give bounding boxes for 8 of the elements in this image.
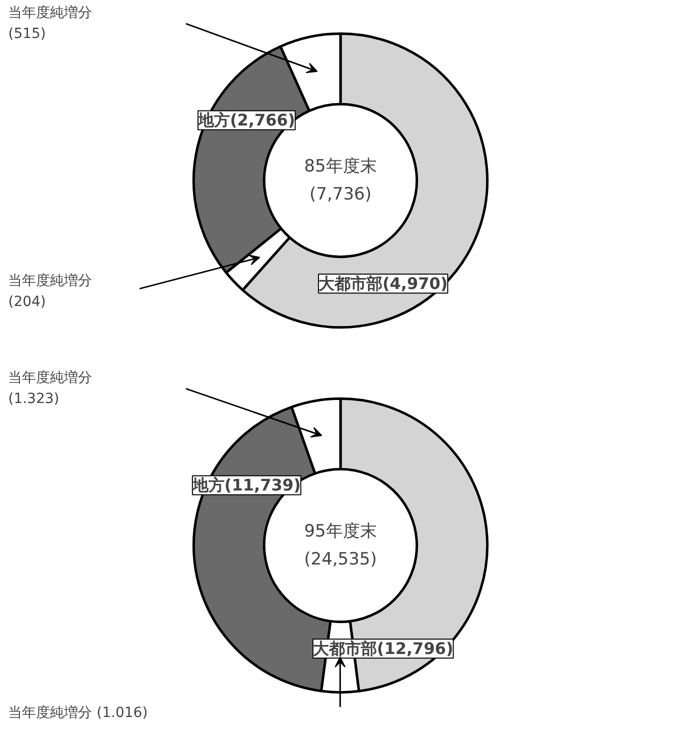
text: 大都市部(4,970) [318,274,448,294]
text: 95年度末 (24,535) [304,522,377,570]
text: 当年度純増分 (515) [8,4,92,42]
text: 当年度純増分 (204) [8,272,92,310]
text: 85年度末 (7,736) [304,156,377,204]
text: 当年度純増分 (1.016) [8,704,148,721]
text: 大都市部(12,796) [312,639,454,658]
text: 当年度純増分 (1.323) [8,369,92,407]
